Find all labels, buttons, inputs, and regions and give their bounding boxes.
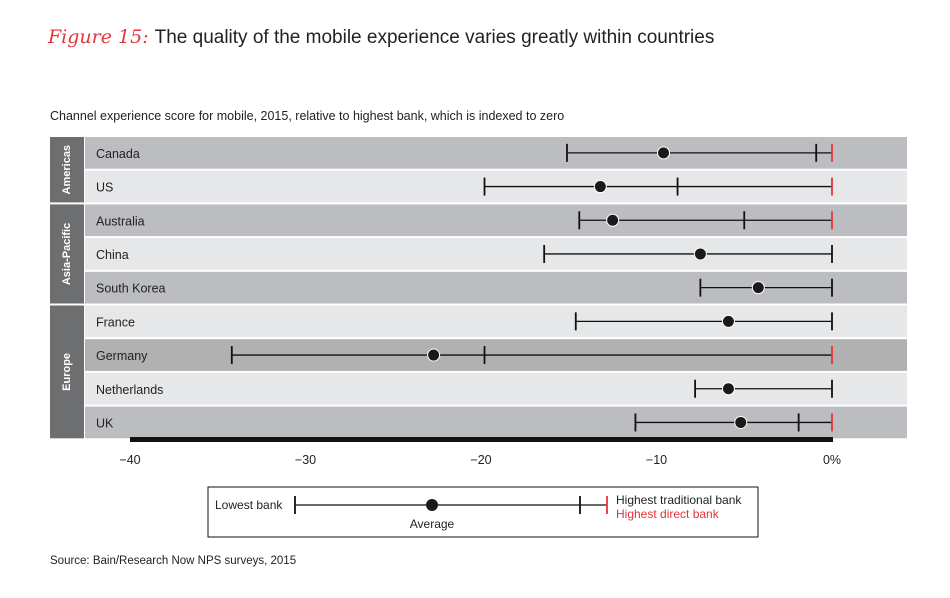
legend-direct-label: Highest direct bank — [616, 507, 720, 521]
legend-traditional-label: Highest traditional bank — [616, 493, 742, 507]
x-axis — [130, 437, 833, 442]
country-label: US — [96, 181, 113, 195]
country-label: France — [96, 315, 135, 329]
region-band — [50, 137, 84, 203]
average-dot — [734, 415, 748, 429]
country-label: Australia — [96, 214, 145, 228]
average-dot — [721, 382, 735, 396]
country-label: South Korea — [96, 282, 166, 296]
average-dot — [427, 348, 441, 362]
chart-subtitle: Channel experience score for mobile, 201… — [50, 109, 565, 123]
legend-lowest-label: Lowest bank — [215, 498, 283, 512]
figure-title: Figure 15: The quality of the mobile expe… — [48, 26, 714, 49]
average-dot — [721, 314, 735, 328]
x-tick-label: −30 — [295, 453, 316, 467]
average-dot — [606, 213, 620, 227]
legend-box — [207, 486, 759, 538]
country-label: Canada — [96, 147, 140, 161]
x-tick-label: 0% — [823, 453, 841, 467]
average-dot — [693, 247, 707, 261]
country-label: Germany — [96, 349, 148, 363]
region-label: Asia-Pacific — [61, 223, 73, 285]
average-dot — [593, 180, 607, 194]
average-dot — [657, 146, 671, 160]
legend-average-dot — [426, 499, 438, 511]
x-tick-label: −10 — [646, 453, 667, 467]
legend-average-label: Average — [410, 517, 455, 531]
figure-number: Figure 15: — [48, 26, 149, 48]
x-tick-label: −20 — [470, 453, 491, 467]
region-label: Americas — [61, 145, 73, 195]
region-band — [50, 305, 84, 439]
country-label: Netherlands — [96, 383, 163, 397]
country-label: UK — [96, 416, 114, 430]
average-dot — [751, 281, 765, 295]
x-tick-label: −40 — [119, 453, 140, 467]
region-band — [50, 204, 84, 304]
source-note: Source: Bain/Research Now NPS surveys, 2… — [50, 555, 297, 567]
title-text: The quality of the mobile experience var… — [154, 27, 715, 48]
region-label: Europe — [61, 353, 73, 391]
country-label: China — [96, 248, 129, 262]
